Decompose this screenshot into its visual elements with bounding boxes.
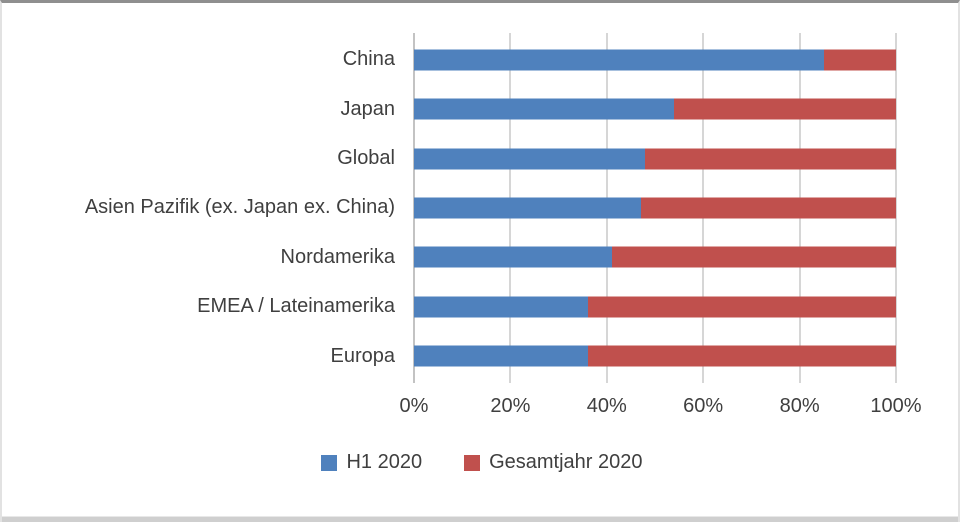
x-tick-label: 0% — [399, 395, 429, 417]
bar-segment-gesamtjahr-2020 — [823, 49, 896, 71]
x-tick-label: 40% — [586, 395, 627, 417]
bar-segment-h1-2020 — [414, 296, 588, 318]
legend-swatch-h1-2020-icon — [321, 454, 338, 471]
bar-segment-gesamtjahr-2020 — [587, 296, 896, 318]
category-label: Global — [337, 147, 395, 170]
bar-track — [414, 197, 896, 219]
legend-swatch-gesamtjahr-2020-icon — [464, 454, 481, 471]
bar-track — [414, 296, 896, 318]
x-tick-label: 100% — [870, 395, 922, 417]
x-tick-label: 60% — [683, 395, 724, 417]
bar-rows-container — [414, 35, 896, 381]
bar-segment-gesamtjahr-2020 — [611, 246, 896, 268]
bar-track — [414, 98, 896, 120]
legend-item-h1-2020: H1 2020 — [321, 451, 422, 474]
bar-track — [414, 246, 896, 268]
table-row — [414, 35, 896, 84]
table-row — [414, 84, 896, 133]
bar-segment-gesamtjahr-2020 — [674, 98, 896, 120]
bar-segment-h1-2020 — [414, 148, 646, 170]
bar-segment-gesamtjahr-2020 — [587, 345, 896, 367]
bar-track — [414, 345, 896, 367]
bar-segment-h1-2020 — [414, 246, 612, 268]
bar-segment-h1-2020 — [414, 197, 641, 219]
legend: H1 2020 Gesamtjahr 2020 — [2, 451, 958, 474]
gridline — [895, 33, 897, 383]
table-row — [414, 134, 896, 183]
bar-track — [414, 49, 896, 71]
legend-item-gesamtjahr-2020: Gesamtjahr 2020 — [464, 451, 643, 474]
category-label: Asien Pazifik (ex. Japan ex. China) — [84, 196, 395, 219]
x-tick-label: 20% — [490, 395, 531, 417]
stacked-bar-chart: China Japan Global Asien Pazifik (ex. Japan… — [2, 3, 958, 519]
table-row — [414, 282, 896, 331]
bar-track — [414, 148, 896, 170]
category-label: China — [342, 48, 395, 71]
value-axis: 0% 20% 40% 60% 80% 100% — [400, 395, 922, 421]
table-row — [414, 233, 896, 282]
bar-segment-h1-2020 — [414, 345, 588, 367]
bar-segment-h1-2020 — [414, 98, 675, 120]
plot-area — [413, 33, 897, 383]
table-row — [414, 183, 896, 232]
category-label: EMEA / Lateinamerika — [197, 295, 395, 318]
legend-label-gesamtjahr-2020: Gesamtjahr 2020 — [489, 451, 643, 473]
bar-segment-h1-2020 — [414, 49, 824, 71]
bottom-border-strip — [2, 516, 958, 522]
category-label: Europa — [330, 344, 396, 367]
x-tick-label: 80% — [779, 395, 820, 417]
category-axis-labels: China Japan Global Asien Pazifik (ex. Japan… — [2, 35, 404, 381]
category-label: Nordamerika — [280, 245, 395, 268]
bar-segment-gesamtjahr-2020 — [645, 148, 896, 170]
category-label: Japan — [340, 97, 396, 120]
legend-label-h1-2020: H1 2020 — [346, 451, 423, 473]
bar-segment-gesamtjahr-2020 — [640, 197, 896, 219]
table-row — [414, 332, 896, 381]
